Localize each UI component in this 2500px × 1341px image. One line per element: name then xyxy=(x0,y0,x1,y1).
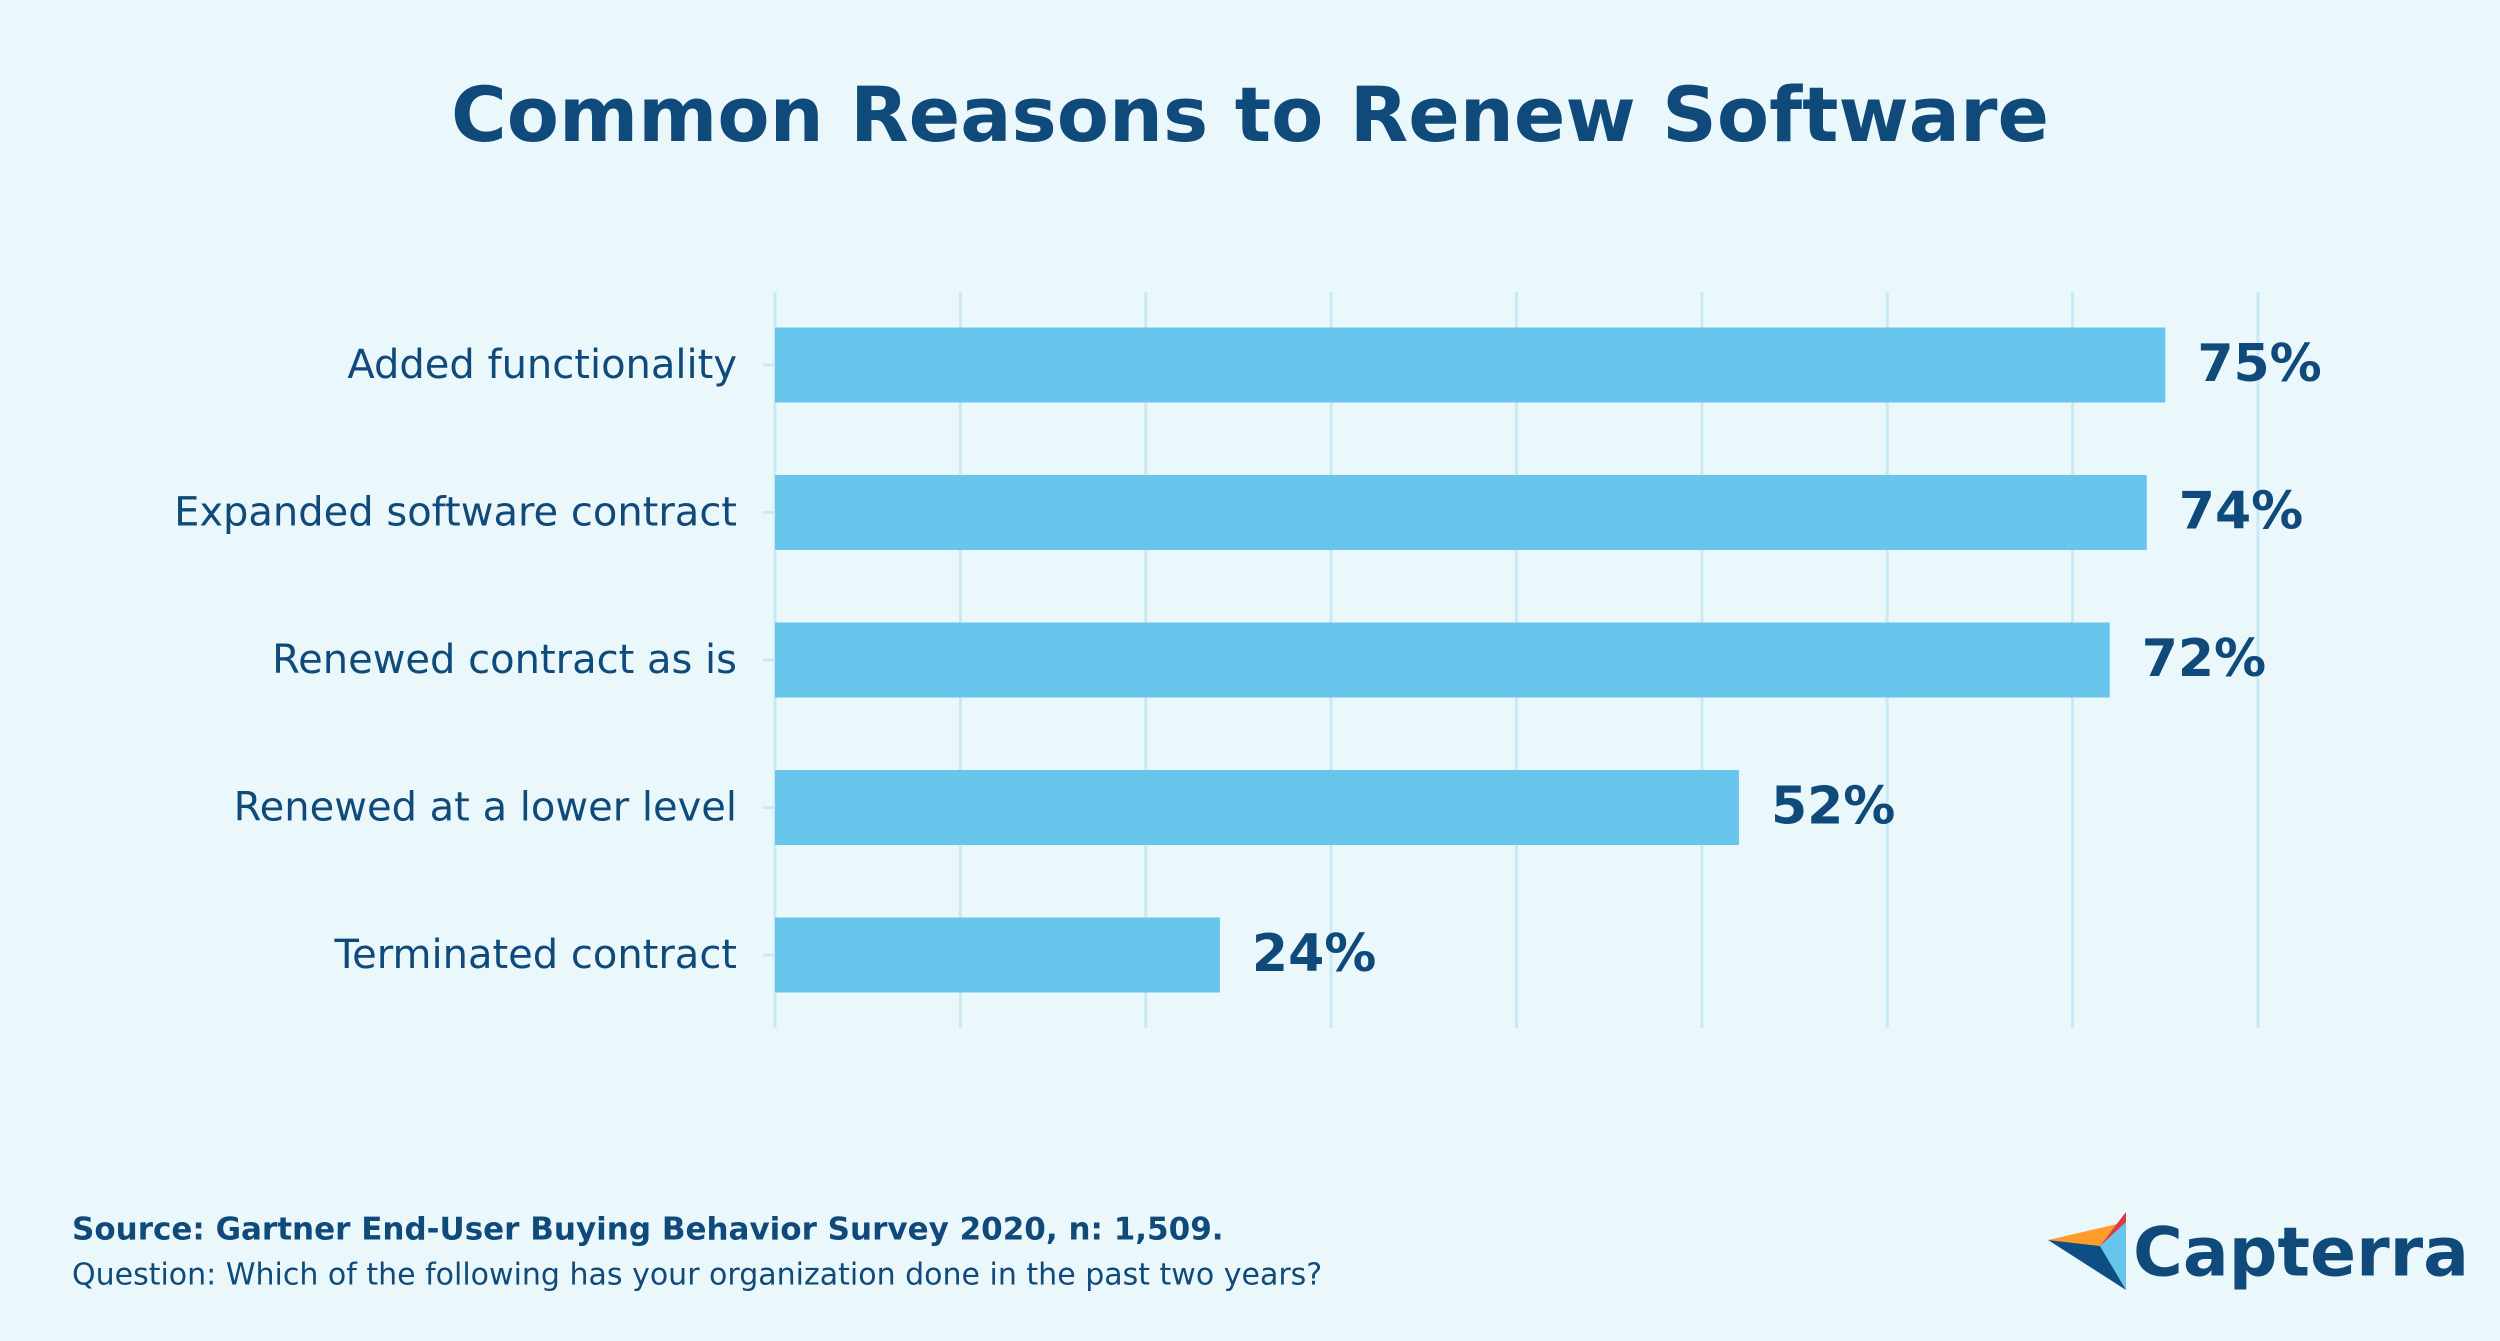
value-label: 74% xyxy=(2179,482,2303,542)
value-label: 75% xyxy=(2197,334,2321,394)
bar xyxy=(775,475,2147,550)
bar xyxy=(775,917,1220,993)
logo: Capterra xyxy=(2048,1212,2469,1293)
y-tick-label: Terminated contract xyxy=(334,932,737,978)
note: Question: Which of the following has you… xyxy=(72,1258,1322,1293)
logo-shape xyxy=(2100,1212,2126,1246)
value-label: 52% xyxy=(1771,777,1895,837)
bar xyxy=(775,770,1739,845)
chart-title: Common Reasons to Renew Software xyxy=(451,70,2049,159)
y-tick-label: Added functionality xyxy=(347,342,737,388)
brand: Capterra xyxy=(2133,1214,2469,1293)
bar xyxy=(775,622,2110,698)
value-label: 72% xyxy=(2142,629,2266,689)
y-tick-label: Renewed at a lower level xyxy=(234,785,737,831)
logo-shape xyxy=(2048,1240,2126,1290)
bar xyxy=(775,327,2166,403)
source: Source: Gartner End-User Buying Behavior… xyxy=(72,1212,1224,1248)
y-tick-label: Renewed contract as is xyxy=(272,637,737,683)
logo-shape xyxy=(2100,1212,2126,1290)
y-tick-label: Expanded software contract xyxy=(174,490,737,536)
value-label: 24% xyxy=(1252,924,1376,984)
